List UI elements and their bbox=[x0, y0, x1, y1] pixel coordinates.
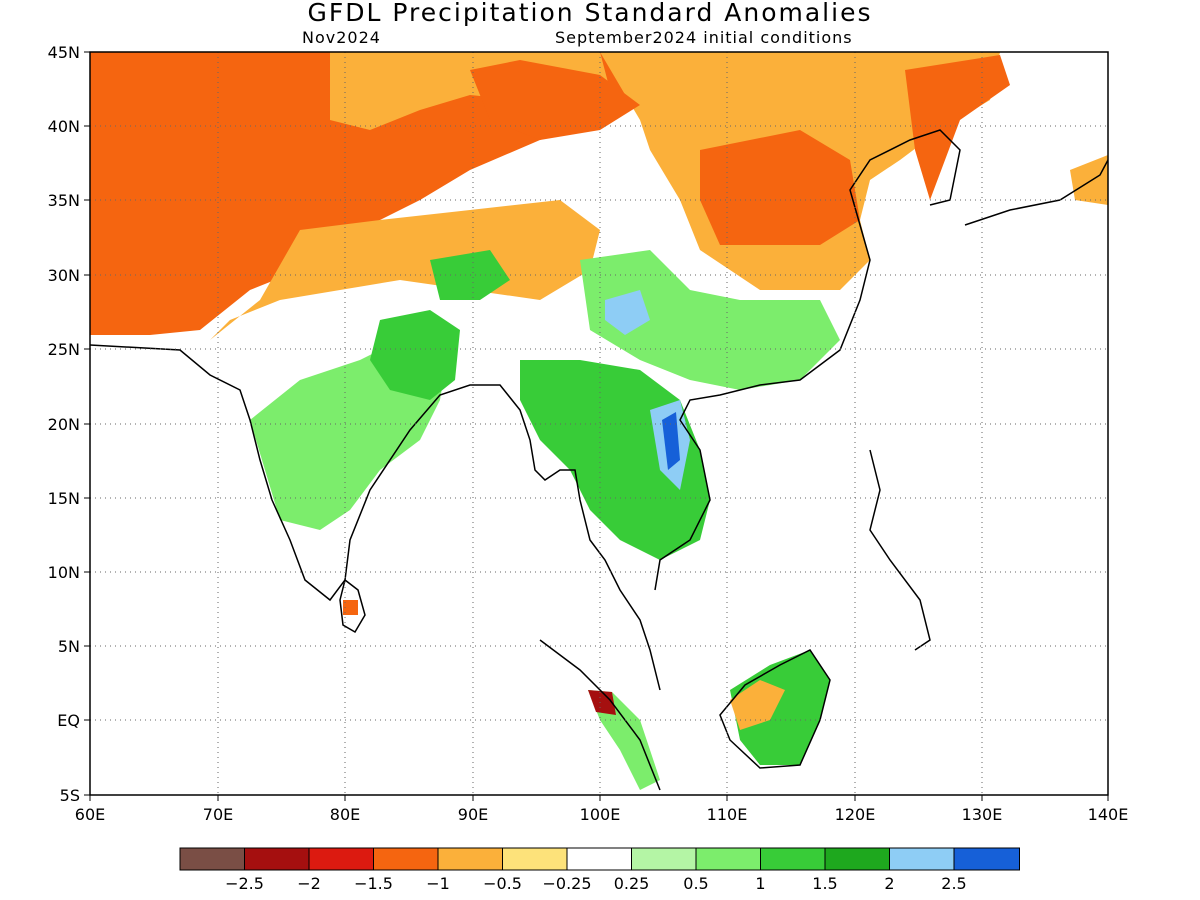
x-tick-label: 140E bbox=[1088, 805, 1129, 824]
x-tick-label: 90E bbox=[458, 805, 488, 824]
anomaly-region-china-core bbox=[700, 130, 860, 245]
colorbar-swatch bbox=[953, 847, 1020, 871]
y-tick-label: 5N bbox=[58, 637, 80, 656]
initial-conditions-label: September2024 initial conditions bbox=[555, 28, 853, 47]
coastline-india bbox=[90, 344, 661, 691]
coastline-philippines bbox=[869, 449, 931, 651]
colorbar-label: −1.5 bbox=[354, 874, 393, 893]
colorbar-label: 0.5 bbox=[683, 874, 708, 893]
x-tick-label: 80E bbox=[330, 805, 360, 824]
colorbar-swatch bbox=[308, 847, 374, 871]
anomaly-region-japan bbox=[1070, 155, 1108, 205]
anomaly-region-yunnan-blue bbox=[605, 290, 650, 335]
colorbar-label: 2 bbox=[884, 874, 894, 893]
anomaly-region-sumatra-dry bbox=[588, 690, 616, 715]
anomaly-region-india-core bbox=[370, 310, 460, 400]
anomaly-region-mongolia bbox=[470, 60, 640, 140]
coastline-sri-lanka bbox=[339, 578, 366, 634]
x-tick-label: 60E bbox=[75, 805, 105, 824]
colorbar-label: 0.25 bbox=[614, 874, 650, 893]
anomaly-region-sumatra bbox=[588, 690, 660, 790]
colorbar-label: −0.5 bbox=[483, 874, 522, 893]
colorbar-label: −1 bbox=[426, 874, 450, 893]
y-axis: 45N 40N 35N 30N 25N 20N 15N 10N 5N EQ 5S bbox=[48, 43, 90, 805]
y-tick-label: 40N bbox=[48, 117, 80, 136]
colorbar-swatch bbox=[437, 847, 503, 871]
colorbar-swatch bbox=[631, 847, 697, 871]
colorbar-swatch bbox=[760, 847, 826, 871]
colorbar: −2.5 −2 −1.5 −1 −0.5 −0.25 0.25 0.5 1 1.… bbox=[179, 847, 1020, 893]
colorbar-swatch bbox=[566, 847, 632, 871]
coastline-sumatra bbox=[539, 639, 661, 791]
anomaly-region-south-china bbox=[580, 250, 840, 390]
y-tick-label: 15N bbox=[48, 489, 80, 508]
colorbar-swatch bbox=[179, 847, 245, 871]
y-tick-label: 45N bbox=[48, 43, 80, 62]
forecast-month: Nov2024 bbox=[302, 28, 381, 47]
x-tick-label: 70E bbox=[203, 805, 233, 824]
colorbar-label: −2.5 bbox=[225, 874, 264, 893]
colorbar-swatch bbox=[695, 847, 761, 871]
y-tick-label: 5S bbox=[60, 786, 80, 805]
colorbar-label: −0.25 bbox=[542, 874, 591, 893]
colorbar-label: 1 bbox=[755, 874, 765, 893]
y-tick-label: 35N bbox=[48, 191, 80, 210]
colorbar-swatch bbox=[824, 847, 890, 871]
colorbar-label: 1.5 bbox=[812, 874, 837, 893]
x-tick-label: 100E bbox=[580, 805, 621, 824]
colorbar-swatch bbox=[502, 847, 568, 871]
anomaly-region-sri-lanka bbox=[343, 600, 358, 615]
map-title: GFDL Precipitation Standard Anomalies bbox=[307, 0, 873, 27]
anomaly-field bbox=[90, 52, 1108, 790]
x-tick-label: 130E bbox=[962, 805, 1003, 824]
anomaly-region-tibet bbox=[210, 200, 600, 340]
y-tick-label: 30N bbox=[48, 266, 80, 285]
anomaly-region-vietnam-core bbox=[662, 412, 680, 470]
y-tick-label: 25N bbox=[48, 340, 80, 359]
y-tick-label: 20N bbox=[48, 415, 80, 434]
anomaly-region-borneo-dry bbox=[730, 680, 785, 730]
anomaly-region-korea bbox=[905, 55, 1010, 200]
coastline-indochina bbox=[654, 129, 961, 591]
colorbar-swatch bbox=[373, 847, 439, 871]
y-tick-label: EQ bbox=[57, 711, 80, 730]
colorbar-swatch bbox=[244, 847, 310, 871]
x-tick-label: 110E bbox=[707, 805, 748, 824]
colorbar-swatch bbox=[889, 847, 955, 871]
colorbar-label: −2 bbox=[297, 874, 321, 893]
x-tick-label: 120E bbox=[835, 805, 876, 824]
x-axis: 60E 70E 80E 90E 100E 110E 120E 130E 140E bbox=[75, 795, 1129, 824]
y-tick-label: 10N bbox=[48, 563, 80, 582]
coastline-borneo bbox=[719, 649, 831, 769]
colorbar-label: 2.5 bbox=[941, 874, 966, 893]
